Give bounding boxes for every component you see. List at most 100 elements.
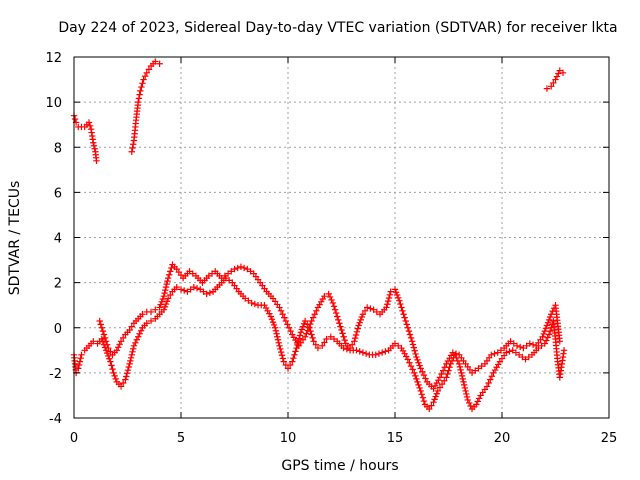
data-point-interp <box>127 354 135 362</box>
data-point-interp <box>312 341 320 348</box>
data-point-interp <box>270 321 278 329</box>
data-point <box>110 369 117 377</box>
data-point-interp <box>422 375 429 382</box>
data-point <box>449 349 456 356</box>
data-point-interp <box>399 307 406 315</box>
data-point-interp <box>385 294 393 302</box>
data-point-interp <box>467 402 474 410</box>
data-point <box>539 333 546 340</box>
data-point-interp <box>187 286 194 293</box>
data-point-interp <box>462 387 469 395</box>
data-point <box>552 76 559 83</box>
data-point-interp <box>478 362 485 370</box>
data-point <box>122 376 129 383</box>
data-point-interp <box>544 319 552 326</box>
data-point <box>242 295 249 302</box>
data-point <box>391 340 399 347</box>
data-point <box>319 342 326 349</box>
data-point-interp <box>418 391 425 398</box>
x-tick-label: 5 <box>177 431 185 446</box>
data-point-interp <box>439 367 447 374</box>
data-point-interp <box>103 341 111 348</box>
data-point <box>135 98 142 106</box>
data-point <box>520 344 527 352</box>
data-point-interp <box>460 381 468 389</box>
data-point-interp <box>474 398 481 405</box>
data-point-interp <box>163 298 171 305</box>
data-point <box>438 380 446 388</box>
data-point-interp <box>506 348 513 355</box>
data-point <box>276 304 283 311</box>
data-point-interp <box>71 115 79 123</box>
data-point-interp <box>491 350 498 357</box>
x-tick-label: 20 <box>494 431 511 446</box>
data-point-interp <box>405 327 413 335</box>
data-point-interp <box>438 370 445 378</box>
data-point-interp <box>272 327 280 334</box>
data-point <box>186 268 193 275</box>
data-point <box>267 313 275 320</box>
data-point <box>130 342 138 349</box>
data-point <box>408 338 416 345</box>
data-point <box>126 360 133 368</box>
data-point-interp <box>516 343 524 351</box>
data-point-interp <box>351 334 359 342</box>
data-point-interp <box>234 264 241 272</box>
data-point-interp <box>313 307 320 315</box>
data-point-interp <box>349 341 356 348</box>
data-point-interp <box>321 339 328 346</box>
data-point-interp <box>384 297 392 305</box>
data-point-interp <box>98 324 106 331</box>
data-point-interp <box>553 73 561 80</box>
data-point <box>323 335 330 343</box>
data-point-interp <box>133 336 140 343</box>
data-point-interp <box>145 66 153 73</box>
data-point <box>301 317 309 325</box>
y-tick-label: 12 <box>45 51 62 66</box>
data-point <box>184 288 191 295</box>
data-point-interp <box>336 320 343 327</box>
y-tick-label: 8 <box>54 141 62 156</box>
data-point-interp <box>362 350 370 357</box>
data-point <box>430 399 437 406</box>
data-point-interp <box>384 301 391 308</box>
data-point-interp <box>529 341 537 348</box>
data-point <box>353 347 360 354</box>
data-point-interp <box>193 285 201 292</box>
data-point-interp <box>401 314 408 321</box>
data-point <box>190 283 198 291</box>
data-point-interp <box>373 308 381 316</box>
data-point <box>271 324 279 331</box>
data-point <box>164 274 172 282</box>
data-point-interp <box>395 294 402 302</box>
y-tick-label: -4 <box>49 412 62 427</box>
data-point-interp <box>135 95 143 102</box>
data-point-interp <box>540 330 547 338</box>
data-point-interp <box>275 339 282 346</box>
data-point <box>503 349 510 356</box>
data-point <box>147 317 155 325</box>
data-point <box>280 358 287 365</box>
data-point-interp <box>456 363 464 371</box>
data-point-interp <box>428 402 435 409</box>
data-point <box>483 383 491 390</box>
data-point-interp <box>510 340 517 347</box>
data-point-interp <box>115 344 122 351</box>
data-point-interp <box>181 287 188 294</box>
data-point <box>329 299 337 307</box>
data-point <box>308 317 315 325</box>
data-point-interp <box>123 373 130 380</box>
data-point-interp <box>277 345 284 353</box>
data-point <box>147 308 155 316</box>
data-point-interp <box>353 328 361 336</box>
data-point-interp <box>330 335 338 343</box>
data-point-interp <box>340 333 347 340</box>
data-point-interp <box>525 353 532 361</box>
data-point <box>370 306 377 313</box>
data-point-interp <box>339 330 346 337</box>
data-point <box>205 272 213 280</box>
data-point <box>400 311 407 318</box>
data-point <box>411 369 418 377</box>
data-point-interp <box>393 291 401 299</box>
